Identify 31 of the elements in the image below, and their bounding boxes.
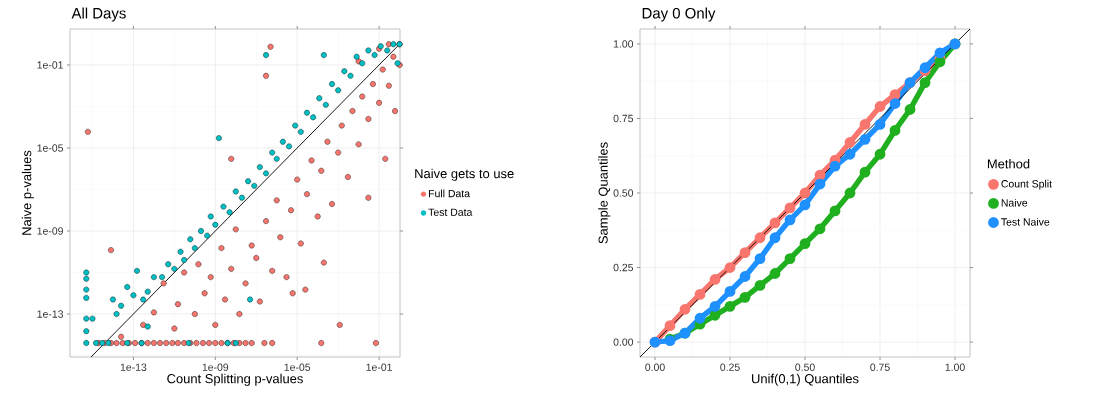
chart-title: Day 0 Only — [642, 7, 716, 22]
y-tick-label: 0.50 — [613, 189, 634, 197]
y-axis-title: Sample Quantiles — [598, 142, 611, 244]
legend-label: Count Split — [1001, 179, 1052, 190]
x-tick-label: 1e-09 — [202, 363, 229, 371]
y-axis-title: Naive p-values — [21, 150, 34, 235]
chart-title: All Days — [71, 7, 126, 22]
x-tick-label: 1e-05 — [284, 363, 311, 371]
legend-title: Naive gets to use — [415, 168, 514, 181]
x-axis-title: Count Splitting p-values — [167, 373, 303, 386]
y-tick-label: 0.00 — [613, 338, 634, 346]
x-tick-label: 0.50 — [795, 363, 815, 371]
x-tick-label: 1e-13 — [120, 363, 147, 371]
y-tick-label: 1e-01 — [37, 61, 63, 69]
y-tick-label: 0.25 — [613, 263, 634, 272]
y-tick-label: 0.75 — [613, 114, 634, 123]
legend-label: Full Data — [429, 189, 471, 198]
legend-label: Test Naive — [1001, 217, 1050, 226]
x-tick-label: 1e-01 — [366, 363, 392, 371]
x-tick-label: 0.75 — [870, 363, 890, 371]
y-tick-label: 1.00 — [613, 40, 634, 48]
x-axis-title: Unif(0,1) Quantiles — [752, 373, 859, 386]
y-tick-label: 1e-13 — [37, 310, 64, 318]
x-tick-label: 1.00 — [945, 363, 965, 371]
x-tick-label: 0.25 — [720, 363, 740, 371]
y-tick-label: 1e-05 — [37, 144, 64, 152]
x-tick-label: 0.00 — [645, 363, 665, 371]
y-tick-label: 1e-09 — [37, 227, 63, 235]
legend-label: Naive — [1001, 198, 1028, 207]
legend-label: Test Data — [428, 208, 473, 216]
legend-title: Method — [987, 158, 1030, 169]
